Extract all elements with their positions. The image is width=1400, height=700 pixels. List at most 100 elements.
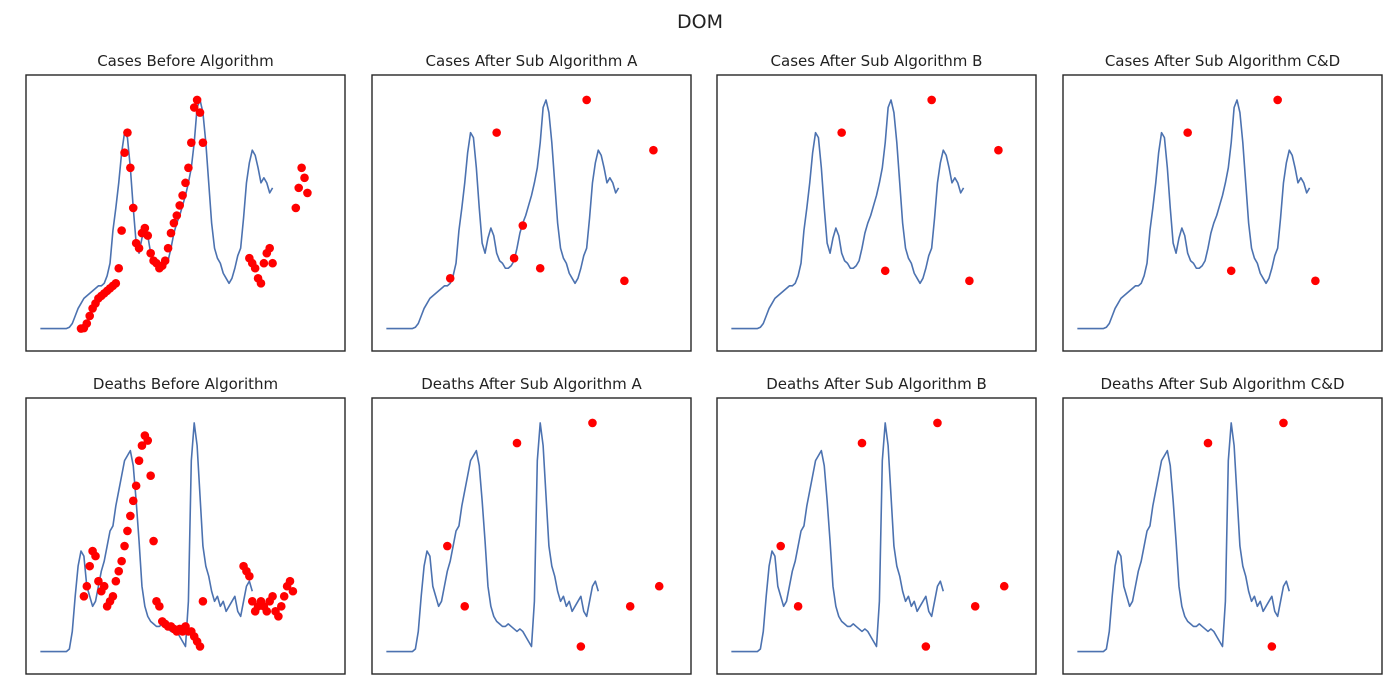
peak-marker bbox=[198, 597, 208, 606]
peak-marker bbox=[99, 581, 109, 591]
peak-marker bbox=[111, 576, 121, 586]
panel-5: Deaths Before Algorithm bbox=[25, 375, 346, 675]
peak-marker bbox=[189, 103, 199, 112]
peak-marker bbox=[114, 263, 124, 273]
peak-marker bbox=[654, 581, 664, 591]
peak-marker bbox=[582, 95, 591, 105]
peak-marker bbox=[1203, 438, 1213, 448]
peak-marker bbox=[123, 128, 132, 137]
peak-marker bbox=[921, 642, 931, 651]
series-line-1 bbox=[731, 422, 945, 653]
peak-marker bbox=[776, 541, 786, 551]
peak-marker bbox=[443, 541, 452, 551]
peak-marker bbox=[160, 256, 170, 266]
peak-marker bbox=[576, 642, 586, 651]
peak-marker bbox=[172, 211, 182, 220]
peak-marker bbox=[247, 597, 257, 606]
peak-marker bbox=[970, 602, 980, 611]
peak-marker bbox=[187, 138, 196, 147]
panel-1: Cases Before Algorithm bbox=[25, 52, 346, 352]
peak-marker bbox=[181, 178, 190, 188]
figure-title: DOM bbox=[677, 11, 723, 33]
peak-marker bbox=[649, 145, 658, 155]
peak-marker bbox=[146, 471, 155, 481]
panel-2: Cases After Sub Algorithm A bbox=[371, 52, 692, 352]
peak-marker bbox=[1311, 276, 1320, 286]
peak-marker bbox=[195, 642, 205, 651]
panel-title: Deaths After Sub Algorithm C&D bbox=[1101, 375, 1345, 393]
plot-frame bbox=[25, 74, 346, 352]
peak-marker bbox=[85, 311, 95, 321]
peak-marker bbox=[297, 163, 306, 173]
peak-marker bbox=[518, 221, 528, 230]
peak-marker bbox=[965, 276, 974, 286]
peak-marker bbox=[143, 231, 153, 240]
peak-marker bbox=[117, 556, 126, 566]
peak-marker bbox=[134, 243, 144, 253]
peak-marker bbox=[184, 163, 193, 173]
peak-marker bbox=[245, 571, 254, 581]
peak-marker bbox=[262, 607, 272, 616]
peak-marker bbox=[288, 586, 298, 596]
peak-marker bbox=[999, 581, 1009, 591]
peak-marker bbox=[303, 188, 312, 198]
panel-title: Cases Before Algorithm bbox=[97, 52, 274, 70]
peak-marker bbox=[509, 253, 519, 263]
peak-marker bbox=[1273, 95, 1282, 105]
peak-marker bbox=[94, 576, 103, 586]
peak-marker bbox=[178, 191, 187, 200]
peak-marker bbox=[85, 561, 95, 571]
peak-marker bbox=[114, 566, 124, 576]
peak-marker bbox=[140, 223, 150, 233]
peak-marker bbox=[256, 279, 266, 288]
peak-marker bbox=[294, 183, 304, 193]
panel-title: Deaths After Sub Algorithm B bbox=[766, 375, 987, 393]
peak-marker bbox=[259, 258, 269, 268]
peak-marker bbox=[933, 418, 942, 428]
peak-marker bbox=[111, 279, 121, 288]
peak-marker bbox=[535, 263, 545, 273]
peak-marker bbox=[512, 438, 522, 448]
plot-frame bbox=[716, 397, 1037, 675]
plot-frame bbox=[371, 74, 692, 352]
peak-marker bbox=[131, 481, 141, 491]
series-line-1 bbox=[40, 422, 254, 653]
plot-frame bbox=[371, 397, 692, 675]
peak-marker bbox=[588, 418, 597, 428]
peak-marker bbox=[82, 581, 92, 591]
peak-marker bbox=[79, 591, 89, 601]
peak-marker bbox=[123, 526, 132, 536]
peak-marker bbox=[82, 319, 92, 328]
peak-marker bbox=[198, 138, 208, 147]
panel-8: Deaths After Sub Algorithm C&D bbox=[1062, 375, 1383, 675]
series-line-1 bbox=[1077, 99, 1311, 330]
series-line-1 bbox=[731, 99, 965, 330]
peak-marker bbox=[927, 95, 936, 105]
peak-marker bbox=[195, 108, 205, 117]
peak-marker bbox=[268, 258, 277, 268]
peak-marker bbox=[994, 145, 1003, 155]
peak-marker bbox=[445, 274, 455, 283]
peak-marker bbox=[276, 602, 286, 611]
series-line-1 bbox=[386, 422, 600, 653]
series-line-1 bbox=[386, 99, 620, 330]
peak-marker bbox=[155, 602, 164, 611]
peak-marker bbox=[492, 128, 501, 137]
peak-marker bbox=[117, 226, 126, 235]
peak-marker bbox=[250, 263, 260, 273]
peak-marker bbox=[120, 148, 129, 158]
peak-marker bbox=[128, 203, 138, 213]
peak-marker bbox=[1267, 642, 1277, 651]
panel-3: Cases After Sub Algorithm B bbox=[716, 52, 1037, 352]
peak-marker bbox=[120, 541, 129, 551]
peak-marker bbox=[300, 173, 309, 183]
peak-marker bbox=[625, 602, 635, 611]
plot-frame bbox=[716, 74, 1037, 352]
peak-marker bbox=[880, 266, 890, 276]
peak-marker bbox=[91, 551, 100, 561]
peak-marker bbox=[108, 591, 118, 601]
panel-6: Deaths After Sub Algorithm A bbox=[371, 375, 692, 675]
peak-marker bbox=[620, 276, 629, 286]
peak-marker bbox=[279, 591, 289, 601]
peak-marker bbox=[134, 456, 144, 465]
